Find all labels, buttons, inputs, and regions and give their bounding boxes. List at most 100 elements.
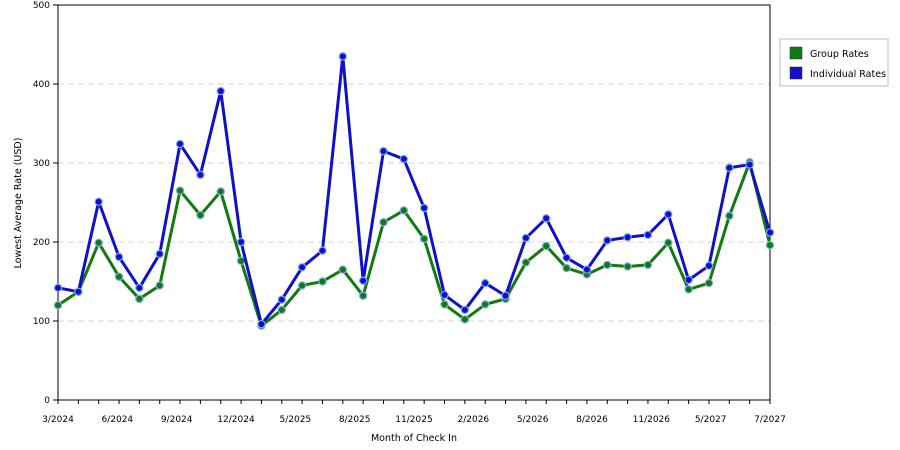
- data-point: [338, 265, 347, 274]
- legend-swatch: [789, 46, 803, 60]
- grid-lines: [58, 83, 770, 322]
- data-point: [765, 240, 775, 250]
- data-point: [460, 315, 470, 324]
- y-tick-label: 100: [33, 317, 50, 327]
- data-point: [623, 262, 632, 271]
- data-point: [379, 146, 388, 156]
- data-point: [318, 277, 327, 286]
- data-point: [216, 86, 225, 96]
- data-point: [562, 253, 571, 262]
- data-point: [318, 246, 327, 255]
- data-point: [725, 211, 734, 221]
- data-point: [542, 241, 551, 251]
- data-point: [725, 163, 734, 172]
- data-point: [643, 230, 653, 240]
- x-tick-label: 12/2024: [217, 415, 255, 425]
- x-axis-title: Month of Check In: [371, 433, 457, 444]
- data-point: [643, 260, 653, 270]
- data-point: [358, 276, 368, 285]
- tick-labels: 0 100 200 300 400 500 3/2024 6/2024 9/2024 12/202…: [33, 1, 786, 425]
- data-point: [399, 206, 409, 215]
- data-point: [53, 283, 63, 293]
- data-point: [521, 258, 531, 267]
- data-point: [114, 252, 124, 262]
- data-point: [582, 265, 592, 274]
- data-point: [379, 218, 388, 227]
- y-axis-title: Lowest Average Rate (USD): [13, 138, 24, 269]
- data-point: [257, 319, 266, 329]
- plot-frame: [57, 4, 771, 401]
- data-point: [175, 139, 185, 149]
- series-line: [56, 160, 772, 328]
- legend-swatch: [789, 66, 803, 80]
- x-tick-label: 11/2026: [633, 415, 671, 425]
- x-tick-label: 5/2027: [695, 415, 727, 425]
- data-point: [440, 290, 449, 300]
- data-point: [196, 170, 205, 180]
- data-point: [74, 287, 83, 296]
- data-point: [94, 238, 103, 247]
- data-point: [664, 210, 673, 219]
- data-point: [338, 52, 347, 61]
- x-tick-label: 8/2026: [576, 415, 608, 425]
- data-point: [481, 278, 490, 288]
- data-point: [542, 214, 551, 223]
- data-point: [603, 236, 612, 245]
- data-point: [94, 197, 103, 206]
- data-point: [358, 291, 368, 300]
- data-point: [216, 187, 225, 196]
- series-lines: [53, 52, 775, 330]
- data-point: [297, 281, 307, 290]
- data-point: [623, 233, 632, 242]
- data-point: [277, 295, 286, 304]
- data-point: [155, 249, 164, 259]
- data-point: [765, 228, 775, 237]
- data-point: [155, 281, 164, 290]
- data-point: [562, 263, 571, 273]
- x-tick-label: 3/2024: [42, 415, 74, 425]
- data-point: [135, 294, 144, 304]
- data-point: [419, 234, 429, 244]
- y-tick-label: 200: [33, 238, 50, 248]
- data-point: [399, 154, 409, 164]
- x-tick-label: 7/2027: [754, 415, 786, 425]
- x-tick-label: 8/2025: [339, 415, 371, 425]
- legend-label: Individual Rates: [810, 69, 886, 80]
- legend-label: Group Rates: [810, 49, 869, 60]
- data-point: [664, 238, 673, 247]
- data-point: [196, 210, 205, 220]
- x-tick-label: 9/2024: [161, 415, 193, 425]
- data-point: [419, 203, 429, 213]
- legend: Group Rates Individual Rates: [779, 38, 889, 87]
- data-point: [236, 237, 246, 247]
- data-point: [481, 300, 490, 309]
- y-tick-label: 500: [33, 1, 50, 11]
- data-point: [684, 275, 693, 285]
- data-point: [745, 160, 754, 169]
- data-point: [704, 278, 714, 288]
- y-tick-label: 300: [33, 159, 50, 169]
- data-point: [236, 256, 246, 266]
- x-tick-label: 5/2025: [279, 415, 311, 425]
- y-tick-label: 0: [44, 396, 50, 406]
- data-point: [603, 260, 612, 270]
- data-point: [135, 283, 144, 293]
- data-point: [440, 300, 449, 309]
- y-tick-label: 400: [33, 80, 50, 90]
- data-point: [460, 305, 470, 315]
- axes: [53, 4, 771, 404]
- data-point: [277, 305, 286, 315]
- series-line: [56, 54, 772, 326]
- data-point: [501, 291, 510, 300]
- data-point: [684, 285, 693, 294]
- x-tick-label: 11/2025: [395, 415, 432, 425]
- data-point: [521, 233, 531, 243]
- data-point: [297, 263, 307, 272]
- x-tick-label: 6/2024: [101, 415, 133, 425]
- data-point: [704, 261, 714, 270]
- data-point: [114, 272, 124, 281]
- data-point: [53, 301, 63, 310]
- x-tick-label: 5/2026: [517, 415, 549, 425]
- x-tick-label: 2/2026: [457, 415, 489, 425]
